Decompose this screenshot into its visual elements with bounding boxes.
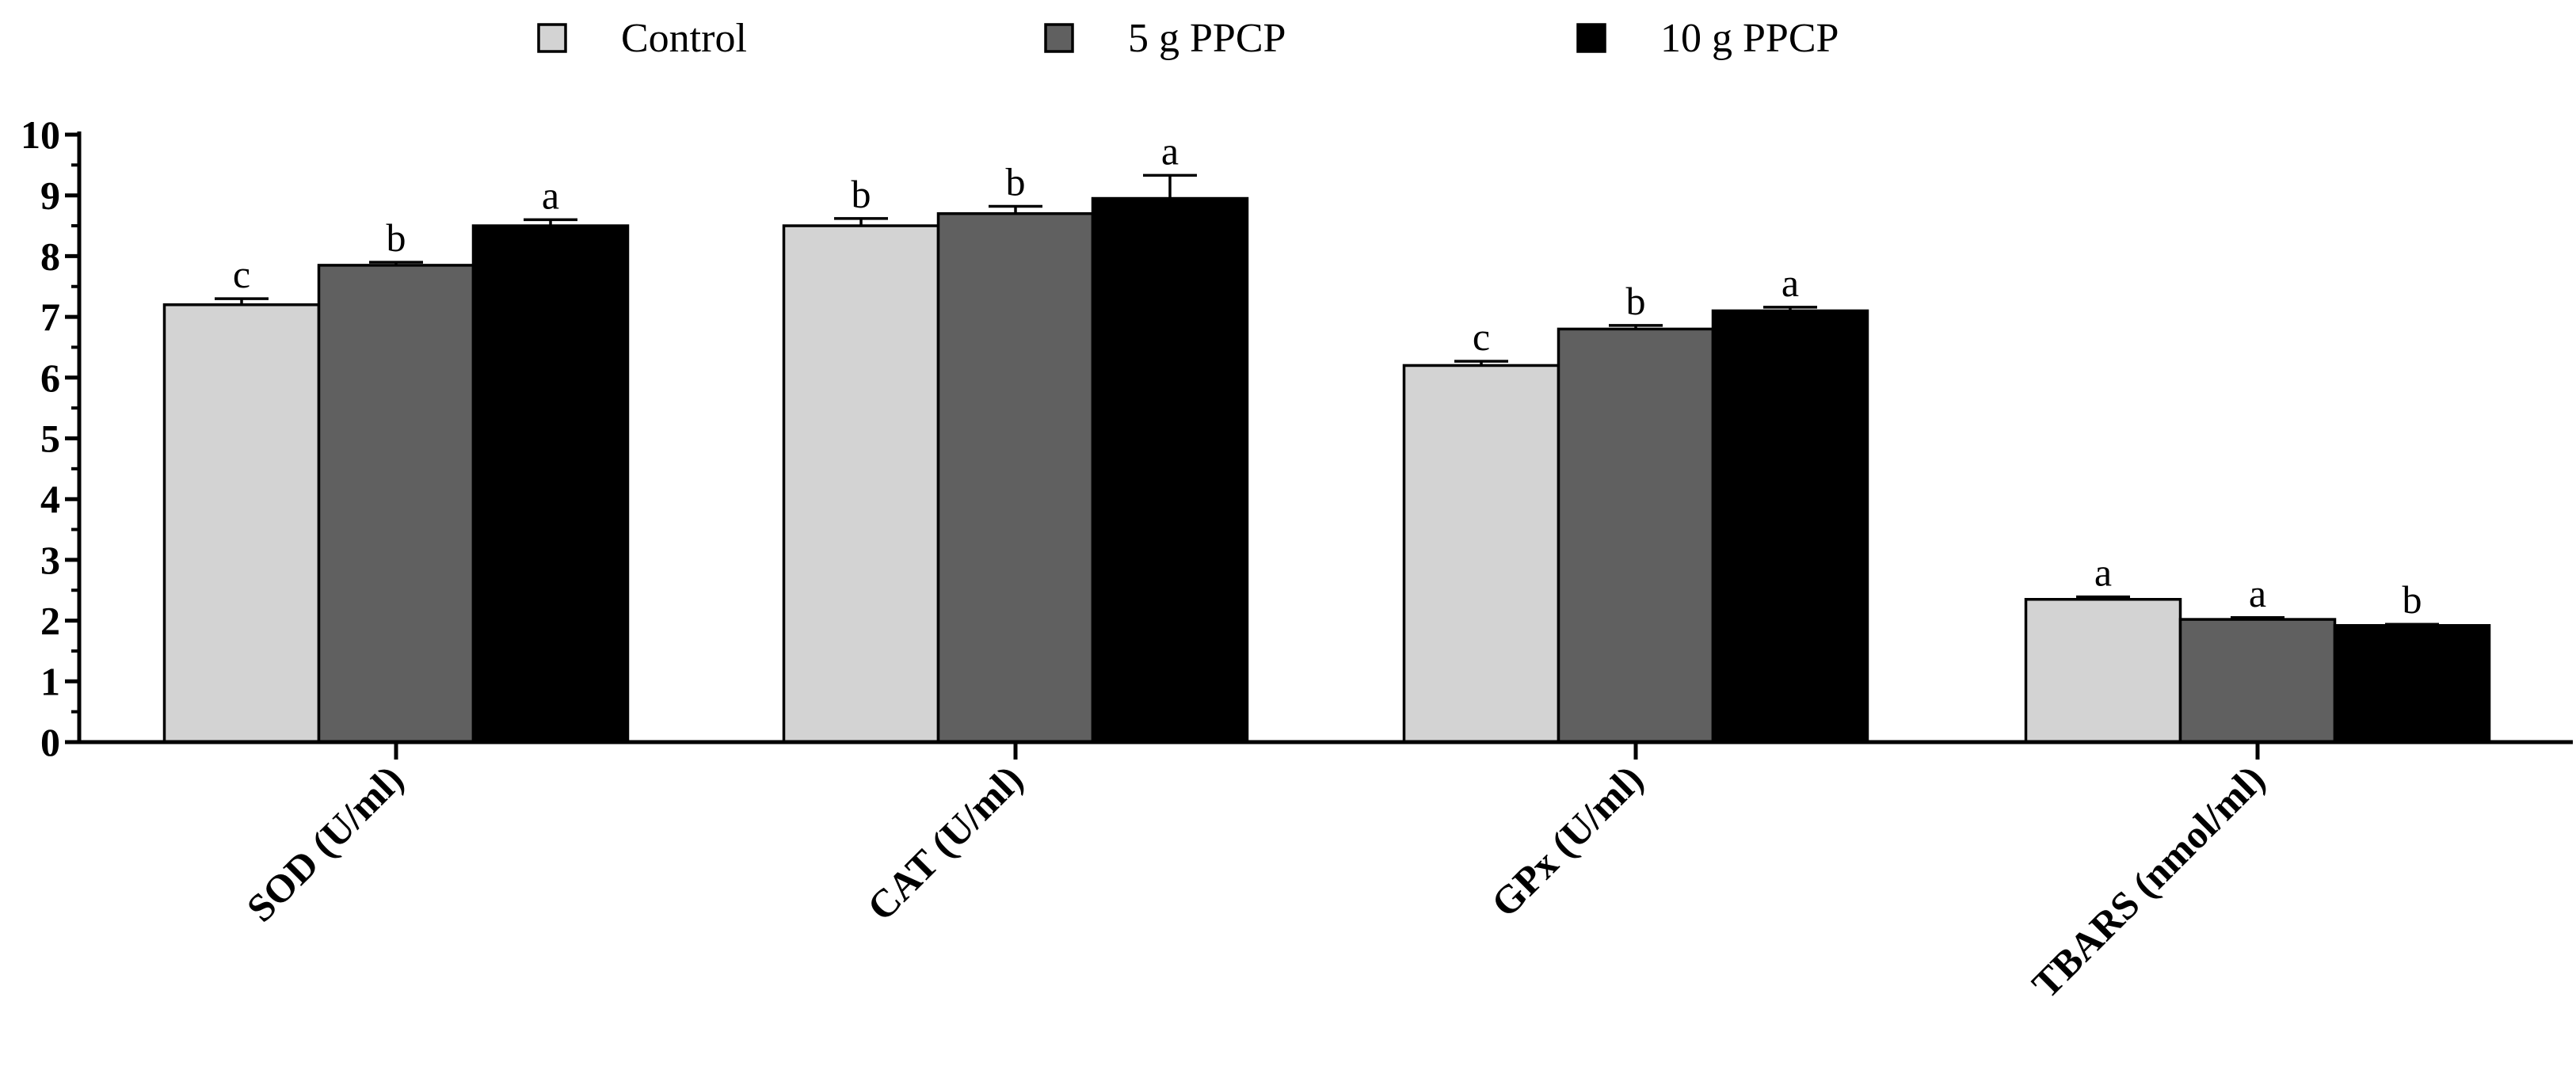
x-tick-label-3: GPx (U/ml): [1482, 756, 1651, 925]
y-tick-label-9: 9: [40, 173, 60, 218]
bar-2-2: [936, 211, 1095, 744]
legend-label-3: 10 g PPCP: [1660, 16, 1839, 61]
x-tick-label-2: CAT (U/ml): [859, 756, 1031, 929]
bar-1-3: [471, 224, 630, 744]
y-tick-label-3: 3: [40, 538, 60, 582]
y-axis-ticks: 0 1 2 3 4 5 6 7 8 9 10: [21, 112, 79, 764]
bar-2-3: [1091, 196, 1249, 744]
x-axis-ticks: SOD (U/ml) CAT (U/ml) GPx (U/ml) TBARS (nmo…: [238, 742, 2273, 1007]
bar-1-1: [162, 303, 321, 744]
bar-4-3: [2333, 623, 2491, 744]
x-tick-label-4: TBARS (nmol/ml): [2023, 756, 2273, 1007]
x-tick-label-1: SOD (U/ml): [238, 756, 411, 930]
bar-4-2: [2178, 618, 2337, 744]
sig-label-4-2: a: [2249, 571, 2266, 615]
y-tick-label-2: 2: [40, 599, 60, 643]
y-tick-label-7: 7: [40, 295, 60, 339]
y-tick-label-6: 6: [40, 356, 60, 400]
bar-2-1: [782, 224, 940, 744]
bar-1-2: [317, 264, 475, 744]
sig-label-4-3: b: [2403, 577, 2422, 622]
sig-label-3-3: a: [1781, 261, 1799, 305]
legend-label-2: 5 g PPCP: [1128, 16, 1286, 61]
sig-label-4-1: a: [2094, 550, 2112, 595]
sig-label-2-1: b: [852, 172, 871, 216]
y-tick-label-0: 0: [40, 720, 60, 764]
significance-labels-layer: c b a b b a c b a a a b: [233, 128, 2422, 622]
sig-label-2-2: b: [1006, 160, 1026, 204]
bars-layer: [162, 196, 2491, 744]
sig-label-1-3: a: [542, 173, 559, 217]
y-tick-label-10: 10: [21, 112, 60, 157]
error-bars-layer: [215, 173, 2439, 626]
bar-4-1: [2024, 598, 2182, 744]
y-tick-label-8: 8: [40, 234, 60, 278]
sig-label-1-2: b: [387, 215, 406, 260]
sig-label-3-2: b: [1626, 279, 1646, 323]
legend-swatch-1: [537, 23, 567, 53]
y-tick-label-5: 5: [40, 417, 60, 461]
sig-label-1-1: c: [233, 252, 250, 296]
sig-label-3-1: c: [1473, 314, 1490, 359]
legend-swatch-3: [1576, 23, 1606, 53]
sig-label-2-3: a: [1161, 128, 1179, 173]
y-tick-label-1: 1: [40, 659, 60, 703]
bar-3-2: [1557, 327, 1715, 744]
y-tick-label-4: 4: [40, 477, 60, 521]
bar-3-1: [1402, 364, 1560, 744]
legend: Control 5 g PPCP 10 g PPCP: [537, 16, 1839, 61]
legend-swatch-2: [1044, 23, 1074, 53]
bar-3-3: [1711, 309, 1869, 744]
legend-label-1: Control: [621, 16, 747, 61]
